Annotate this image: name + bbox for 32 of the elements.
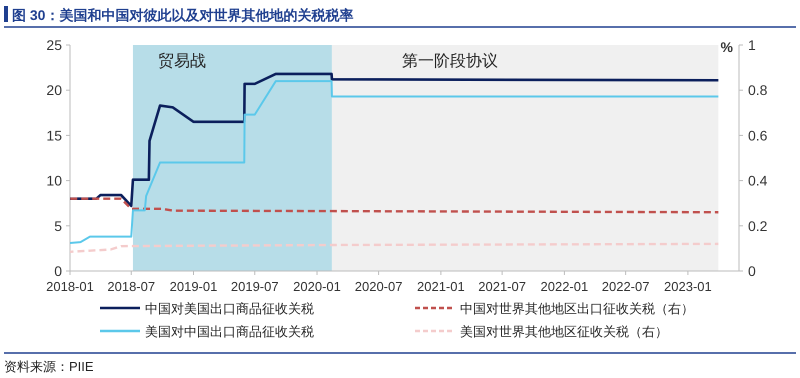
x-tick-label: 2021-07 bbox=[478, 279, 526, 294]
band-label: 第一阶段协议 bbox=[402, 52, 498, 70]
legend-label: 中国对世界其他地区出口征收关税（右） bbox=[460, 301, 694, 316]
x-tick-label: 2018-01 bbox=[46, 279, 94, 294]
text: 资料来源：PIIE bbox=[4, 359, 94, 374]
y2-tick-label: 0.4 bbox=[748, 172, 768, 189]
y2-tick-label: 0.6 bbox=[748, 127, 768, 144]
legend-label: 美国对中国出口商品征收关税 bbox=[145, 324, 314, 339]
legend-label: 中国对美国出口商品征收关税 bbox=[145, 301, 314, 316]
x-tick-label: 2022-01 bbox=[540, 279, 588, 294]
x-tick-label: 2023-01 bbox=[664, 279, 712, 294]
x-tick-label: 2021-01 bbox=[417, 279, 465, 294]
y-tick-label: 20 bbox=[46, 82, 62, 98]
x-tick-label: 2020-07 bbox=[354, 279, 402, 294]
x-tick-label: 2020-01 bbox=[293, 279, 341, 294]
chart-title: 图 30：美国和中国对彼此以及对世界其他地的关税税率 bbox=[12, 7, 354, 23]
x-tick-label: 2019-01 bbox=[170, 279, 218, 294]
y-tick-label: 25 bbox=[46, 37, 62, 53]
x-tick-label: 2018-07 bbox=[107, 279, 156, 294]
y2-tick-label: 0.8 bbox=[748, 82, 768, 98]
band-label: 贸易战 bbox=[158, 52, 206, 70]
legend-label: 美国对世界其他地区征收关税（右） bbox=[460, 324, 668, 339]
y2-tick-label: 1 bbox=[748, 37, 756, 53]
y2-tick-label: 0.2 bbox=[748, 218, 768, 234]
x-tick-label: 2019-07 bbox=[230, 279, 279, 294]
y-tick-label: 0 bbox=[54, 263, 62, 279]
y-tick-label: 15 bbox=[46, 127, 62, 144]
y-tick-label: 10 bbox=[46, 172, 62, 189]
y-tick-label: 5 bbox=[54, 218, 62, 234]
y2-tick-label: 0 bbox=[748, 263, 756, 279]
x-tick-label: 2022-07 bbox=[602, 279, 650, 294]
y2-axis-title: % bbox=[720, 39, 734, 55]
